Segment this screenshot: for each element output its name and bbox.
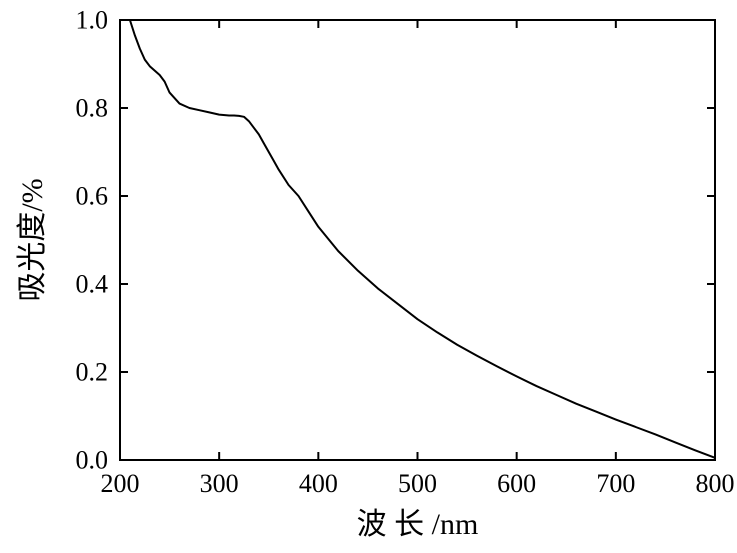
y-tick-label: 0.8 [76,94,109,123]
x-tick-label: 500 [398,469,437,498]
plot-frame [120,20,715,460]
x-tick-label: 700 [596,469,635,498]
y-tick-label: 1.0 [76,6,109,35]
y-axis-title: 吸光度/% [16,178,49,301]
chart-svg: 2003004005006007008000.00.20.40.60.81.0波… [0,0,737,553]
x-axis-title: 波 长 /nm [357,508,479,541]
x-tick-label: 800 [696,469,735,498]
x-tick-label: 400 [299,469,338,498]
y-tick-label: 0.4 [76,270,109,299]
absorbance-chart: 2003004005006007008000.00.20.40.60.81.0波… [0,0,737,553]
x-tick-label: 300 [200,469,239,498]
absorbance-series [130,20,715,458]
y-tick-label: 0.2 [76,358,109,387]
y-tick-label: 0.0 [76,446,109,475]
y-tick-label: 0.6 [76,182,109,211]
x-tick-label: 600 [497,469,536,498]
